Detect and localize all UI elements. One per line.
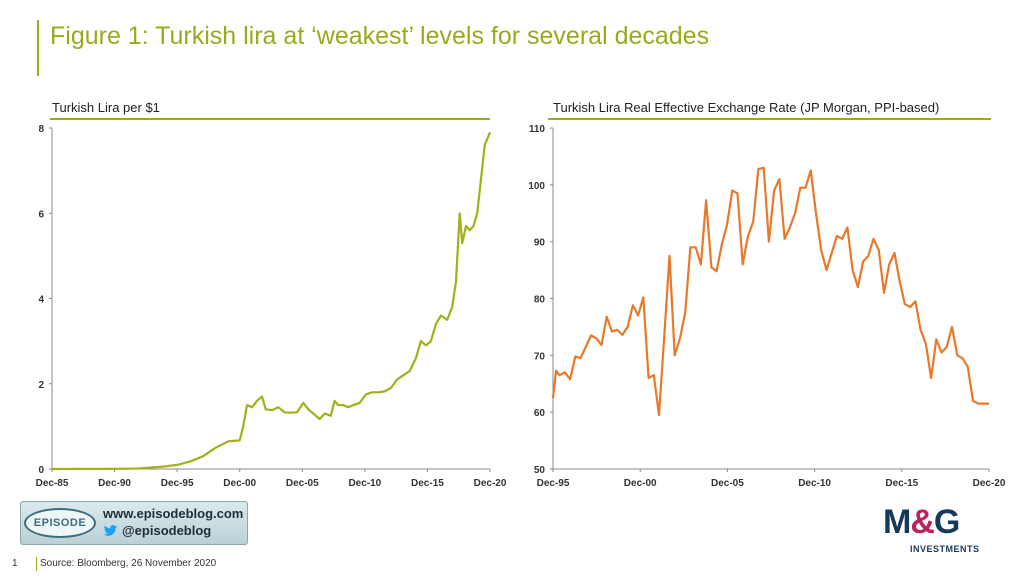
mg-logo-g: G — [933, 503, 960, 541]
right-y-tick-label: 110 — [529, 124, 546, 135]
right-chart-title: Turkish Lira Real Effective Exchange Rat… — [553, 100, 940, 115]
right-y-tick-label: 80 — [534, 295, 546, 306]
mg-logo-subtitle: INVESTMENTS — [910, 544, 980, 554]
left-x-tick-label: Dec-85 — [36, 478, 69, 489]
right-x-tick-label: Dec-95 — [537, 478, 570, 489]
left-y-tick-label: 8 — [38, 124, 44, 135]
left-y-tick-label: 0 — [38, 465, 44, 476]
right-y-tick-label: 70 — [534, 351, 546, 362]
left-y-tick-label: 2 — [38, 380, 44, 391]
left-chart-title: Turkish Lira per $1 — [52, 100, 160, 115]
left-y-tick-label: 4 — [38, 295, 44, 306]
episode-logo: EPISODE — [24, 508, 96, 538]
left-x-tick-label: Dec-95 — [161, 478, 194, 489]
page-number: 1 — [12, 558, 18, 569]
right-y-tick-label: 50 — [534, 465, 546, 476]
source-divider — [36, 557, 37, 571]
twitter-handle-link[interactable]: @episodeblog — [103, 523, 211, 538]
mg-logo-ampersand: & — [910, 503, 935, 541]
right-y-tick-label: 100 — [528, 181, 545, 192]
left-x-tick-label: Dec-00 — [223, 478, 256, 489]
left-x-tick-label: Dec-15 — [411, 478, 444, 489]
right-x-tick-label: Dec-05 — [711, 478, 744, 489]
right-series-line — [551, 166, 989, 417]
title-accent-bar — [37, 20, 39, 76]
source-note: Source: Bloomberg, 26 November 2020 — [40, 558, 217, 569]
right-y-tick-label: 90 — [534, 238, 546, 249]
mg-investments-logo: M&G INVESTMENTS — [883, 504, 991, 556]
left-chart-title-rule — [50, 118, 490, 120]
right-x-tick-label: Dec-10 — [798, 478, 831, 489]
left-series-line — [52, 131, 492, 471]
right-x-tick-label: Dec-15 — [885, 478, 918, 489]
right-y-tick-label: 60 — [534, 408, 546, 419]
blog-url-link[interactable]: www.episodeblog.com — [103, 506, 244, 521]
left-y-tick-label: 6 — [38, 209, 44, 220]
left-x-tick-label: Dec-05 — [286, 478, 319, 489]
left-x-tick-label: Dec-10 — [348, 478, 381, 489]
twitter-handle-text: @episodeblog — [122, 523, 212, 538]
right-x-tick-label: Dec-20 — [973, 478, 1006, 489]
right-x-tick-label: Dec-00 — [624, 478, 657, 489]
page-title: Figure 1: Turkish lira at ‘weakest’ leve… — [50, 22, 710, 50]
right-chart-title-rule — [548, 118, 991, 120]
twitter-bird-icon — [103, 524, 118, 536]
left-x-tick-label: Dec-90 — [98, 478, 131, 489]
mg-logo-m: M — [883, 503, 911, 541]
mg-logo-mark: M&G — [883, 503, 960, 541]
left-x-tick-label: Dec-20 — [474, 478, 507, 489]
episode-blog-badge[interactable]: EPISODE www.episodeblog.com @episodeblog — [20, 501, 248, 545]
